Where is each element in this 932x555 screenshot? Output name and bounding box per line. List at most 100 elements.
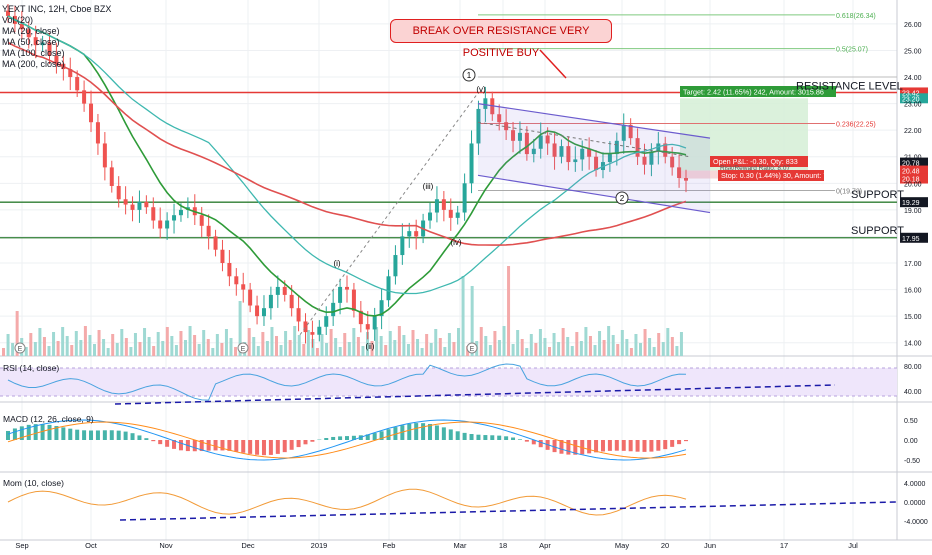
volume-bar: [562, 328, 565, 356]
volume-bar: [52, 332, 55, 356]
volume-bar: [507, 266, 510, 356]
target-label: Target: 2.42 (11.65%) 242, Amount: 3015.…: [683, 88, 824, 97]
candle-body: [172, 215, 176, 220]
mom-label: Mom (10, close): [3, 478, 64, 488]
volume-bar: [603, 340, 606, 356]
stop-label: Stop: 0.30 (1.44%) 30, Amount: 750.1: [721, 171, 841, 180]
volume-bar: [257, 346, 260, 356]
macd-histogram-bar: [518, 439, 522, 440]
macd-histogram-bar: [283, 440, 287, 452]
time-tick-label: May: [615, 541, 629, 550]
macd-histogram-bar: [463, 433, 467, 440]
macd-histogram-bar: [103, 430, 107, 440]
volume-bar: [161, 341, 164, 356]
macd-histogram-bar: [373, 433, 377, 440]
volume-bar: [120, 329, 123, 356]
volume-bar: [111, 334, 114, 356]
volume-bar: [548, 347, 551, 356]
volume-bar: [189, 326, 192, 356]
wave-1-label: 1: [467, 71, 472, 80]
volume-bar: [543, 338, 546, 356]
macd-histogram-bar: [525, 440, 529, 442]
rsi-label: RSI (14, close): [3, 363, 59, 373]
volume-bar: [384, 345, 387, 356]
support-lower-label: SUPPORT: [851, 225, 904, 237]
candle-body: [200, 215, 204, 226]
volume-bar: [343, 333, 346, 356]
candle-body: [124, 199, 128, 204]
macd-histogram-bar: [75, 430, 79, 440]
macd-histogram-bar: [290, 440, 294, 450]
candle-body: [110, 167, 114, 186]
macd-histogram-bar: [387, 429, 391, 440]
time-tick-label: Sep: [15, 541, 28, 550]
macd-histogram-bar: [151, 440, 155, 441]
volume-bar: [88, 335, 91, 356]
time-tick-label: Jul: [848, 541, 858, 550]
macd-histogram-bar: [476, 435, 480, 440]
volume-bar: [98, 330, 101, 356]
volume-bar: [616, 344, 619, 356]
candle-body: [269, 295, 273, 308]
volume-bar: [75, 331, 78, 356]
candle-body: [165, 221, 169, 229]
volume-bar: [402, 335, 405, 356]
volume-bar: [270, 327, 273, 356]
volume-bar: [462, 276, 465, 356]
candle-body: [283, 287, 287, 295]
volume-bar: [598, 331, 601, 356]
time-tick-label: Nov: [159, 541, 173, 550]
volume-bar: [48, 346, 51, 356]
candle-body: [345, 287, 349, 290]
candle-body: [255, 306, 259, 317]
volume-bar: [412, 330, 415, 356]
macd-histogram-bar: [622, 440, 626, 451]
volume-bar: [261, 332, 264, 356]
macd-histogram-bar: [96, 430, 100, 440]
candle-body: [82, 90, 86, 103]
symbol-title: YEXT INC, 12H, Cboe BZX: [2, 4, 111, 15]
macd-histogram-bar: [303, 440, 307, 444]
volume-bar: [457, 328, 460, 356]
time-tick-label: Oct: [85, 541, 98, 550]
macd-histogram-bar: [310, 440, 314, 442]
volume-bar: [316, 348, 319, 356]
price-tag-label: 17.95: [902, 236, 920, 243]
volume-bar: [84, 326, 87, 356]
fib-618-label: 0.618(26.34): [836, 13, 876, 20]
volume-bar: [275, 336, 278, 356]
volume-bar: [580, 341, 583, 356]
volume-bar: [207, 339, 210, 356]
macd-histogram-bar: [214, 440, 218, 450]
volume-bar: [448, 333, 451, 356]
volume-bar: [452, 342, 455, 356]
volume-bar: [252, 337, 255, 356]
candle-body: [207, 226, 211, 237]
volume-bar: [498, 340, 501, 356]
candle-body: [179, 210, 183, 215]
volume-bar: [680, 332, 683, 356]
macd-histogram-bar: [48, 425, 52, 440]
volume-bar: [166, 327, 169, 356]
volume-bar: [107, 348, 110, 356]
volume-bar: [630, 348, 633, 356]
macd-histogram-bar: [608, 440, 612, 451]
price-tick-label: 17.00: [904, 261, 922, 268]
volume-bar: [421, 348, 424, 356]
volume-bar: [179, 331, 182, 356]
candle-body: [463, 183, 467, 212]
macd-histogram-bar: [6, 431, 10, 440]
macd-histogram-bar: [165, 440, 169, 447]
volume-bar: [398, 326, 401, 356]
macd-histogram-bar: [82, 430, 86, 440]
macd-histogram-bar: [456, 431, 460, 440]
candle-body: [234, 276, 238, 284]
volume-bar: [589, 336, 592, 356]
volume-bar: [70, 345, 73, 356]
wave-v-label: (v): [476, 85, 486, 94]
fib-5-label: 0.5(25.07): [836, 47, 868, 54]
volume-bar: [102, 339, 105, 356]
candle-body: [470, 143, 474, 183]
volume-bar: [375, 327, 378, 356]
macd-histogram-bar: [483, 435, 487, 440]
